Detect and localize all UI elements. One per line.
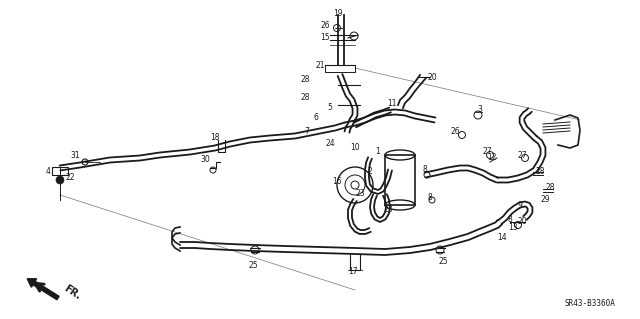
- Bar: [385, 155, 415, 205]
- Text: 1: 1: [376, 147, 380, 157]
- Text: 28: 28: [300, 76, 310, 85]
- Text: 27: 27: [517, 151, 527, 160]
- Text: 8: 8: [422, 166, 428, 174]
- Text: 23: 23: [355, 189, 365, 197]
- Text: 20: 20: [517, 218, 527, 226]
- Text: 8: 8: [428, 194, 433, 203]
- Text: 28: 28: [300, 93, 310, 102]
- Text: SR43-B3360A: SR43-B3360A: [564, 300, 616, 308]
- Text: 19: 19: [333, 10, 343, 19]
- Text: 26: 26: [320, 21, 330, 31]
- Bar: [325, 65, 355, 72]
- Circle shape: [56, 176, 64, 184]
- Text: 27: 27: [482, 147, 492, 157]
- Bar: [52, 167, 68, 175]
- Text: 11: 11: [387, 99, 397, 108]
- Text: 22: 22: [65, 173, 75, 182]
- Text: 7: 7: [305, 128, 309, 137]
- Text: 26: 26: [450, 128, 460, 137]
- Text: 8: 8: [508, 216, 513, 225]
- Text: 28: 28: [545, 183, 555, 192]
- Text: 21: 21: [316, 61, 324, 70]
- Text: 15: 15: [320, 33, 330, 41]
- Text: 14: 14: [497, 234, 507, 242]
- Text: 16: 16: [332, 177, 342, 187]
- Text: 30: 30: [200, 155, 210, 165]
- Text: 31: 31: [70, 151, 80, 160]
- Text: 24: 24: [325, 138, 335, 147]
- Text: 25: 25: [438, 257, 448, 266]
- Text: 13: 13: [508, 224, 518, 233]
- Text: FR.: FR.: [62, 283, 83, 301]
- Text: 6: 6: [314, 114, 319, 122]
- Text: 18: 18: [211, 133, 220, 143]
- Text: 3: 3: [477, 106, 483, 115]
- Text: 25: 25: [248, 261, 258, 270]
- Text: 12: 12: [487, 153, 497, 162]
- Text: 2: 2: [367, 167, 372, 176]
- Text: 20: 20: [427, 72, 437, 81]
- FancyArrow shape: [28, 279, 59, 300]
- Text: 4: 4: [45, 167, 51, 176]
- Text: 10: 10: [350, 144, 360, 152]
- Text: 5: 5: [328, 103, 332, 113]
- Text: 9: 9: [518, 201, 522, 210]
- Text: 17: 17: [348, 268, 358, 277]
- Text: 28: 28: [535, 167, 545, 176]
- Text: 23: 23: [383, 205, 393, 214]
- Text: 29: 29: [540, 196, 550, 204]
